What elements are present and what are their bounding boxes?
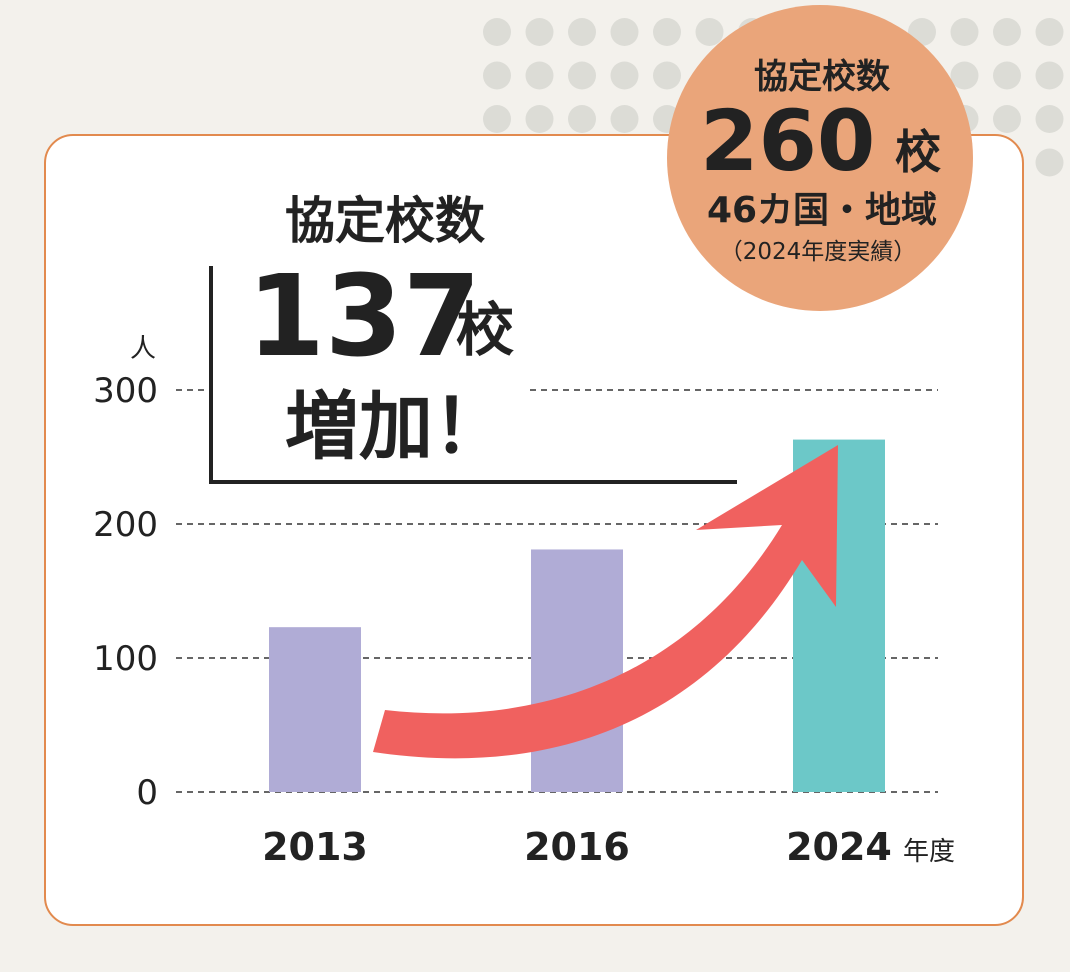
callout-increase: 増加！ <box>285 384 507 470</box>
decorative-dot <box>695 18 724 46</box>
growth-arrow <box>373 445 838 759</box>
callout-count: 137 <box>247 252 481 382</box>
y-axis-ticks: 0 100 200 300 <box>93 371 158 813</box>
y-tick-label: 200 <box>93 505 158 545</box>
decorative-dot <box>568 18 596 46</box>
decorative-dot <box>525 105 554 133</box>
y-tick-label: 0 <box>136 773 158 813</box>
decorative-dot <box>950 61 979 90</box>
decorative-dot <box>1035 61 1064 90</box>
bar-2016 <box>531 549 623 792</box>
callout-title: 協定校数 <box>285 192 485 250</box>
decorative-dot <box>483 18 511 46</box>
decorative-dot <box>525 61 554 90</box>
increase-callout: 協定校数 137 校 増加！ <box>209 192 737 484</box>
x-axis-unit-label: 年度 <box>903 837 955 867</box>
bar-2013 <box>269 627 361 792</box>
y-tick-label: 300 <box>93 371 158 411</box>
decorative-dot <box>653 61 681 90</box>
decorative-dot <box>525 18 554 46</box>
badge-regions: 46カ国・地域 <box>707 190 937 231</box>
badge-title: 協定校数 <box>754 57 890 97</box>
decorative-dot <box>610 18 639 46</box>
callout-bracket <box>209 266 737 484</box>
decorative-dot <box>483 105 511 133</box>
decorative-dot <box>610 61 639 90</box>
decorative-dot <box>950 18 979 46</box>
decorative-dot <box>1035 18 1064 46</box>
callout-unit: 校 <box>456 296 514 364</box>
badge-unit: 校 <box>895 125 941 179</box>
x-tick-label: 2013 <box>262 825 368 869</box>
decorative-dot <box>993 105 1021 133</box>
y-tick-label: 100 <box>93 639 158 679</box>
decorative-dot <box>993 61 1021 90</box>
x-tick-label: 2024 <box>786 825 892 869</box>
summary-badge: 協定校数 260 校 46カ国・地域 （2024年度実績） <box>667 5 973 311</box>
badge-circle <box>667 5 973 311</box>
x-axis-labels: 2013 2016 2024 <box>262 825 892 869</box>
y-axis-unit-label: 人 <box>130 334 156 364</box>
decorative-dot <box>653 18 681 46</box>
decorative-dot <box>1035 148 1064 177</box>
decorative-dot <box>483 61 511 90</box>
x-tick-label: 2016 <box>524 825 630 869</box>
decorative-dot <box>610 105 639 133</box>
badge-count: 260 <box>700 92 875 190</box>
decorative-dot <box>568 61 596 90</box>
badge-note: （2024年度実績） <box>720 239 917 265</box>
decorative-dot <box>1035 105 1064 133</box>
decorative-dot <box>568 105 596 133</box>
decorative-dot <box>993 18 1021 46</box>
